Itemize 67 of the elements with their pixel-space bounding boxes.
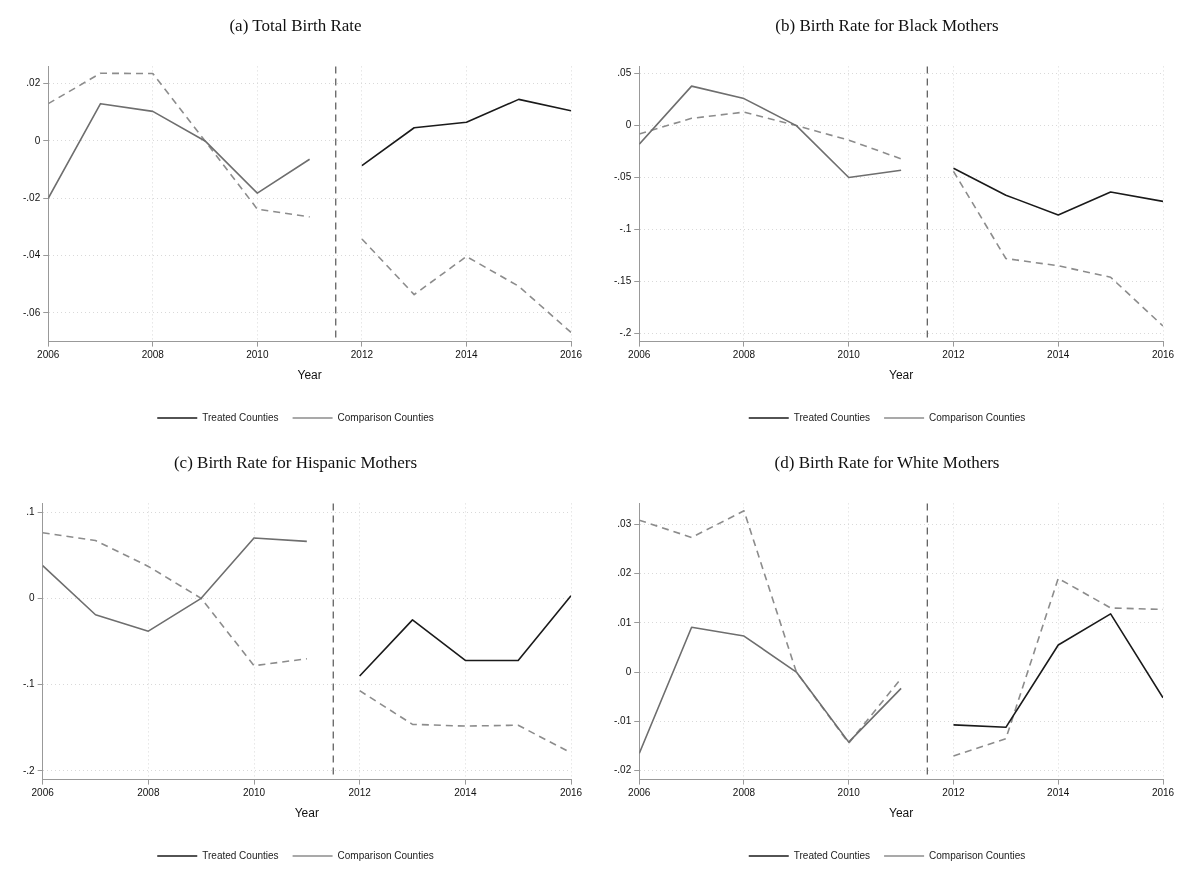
x-tick-label: 2016	[1151, 349, 1175, 361]
y-tick-label: -.2	[619, 327, 632, 339]
y-tick-label: .1	[26, 505, 36, 517]
x-tick-label: 2014	[454, 787, 477, 799]
x-tick-label: 2016	[559, 349, 583, 361]
legend-label: Treated Counties	[202, 411, 279, 423]
x-tick-label: 2006	[31, 787, 55, 799]
legend-label: Treated Counties	[202, 849, 279, 861]
x-tick-label: 2008	[141, 349, 165, 361]
legend-label: Comparison Counties	[337, 849, 434, 861]
x-tick-label: 2008	[732, 349, 756, 361]
line-series	[639, 111, 902, 160]
x-tick-label: 2006	[628, 349, 651, 361]
y-tick-label: 0	[34, 134, 41, 146]
chart-title: (c) Birth Rate for Hispanic Mothers	[173, 452, 418, 472]
y-tick-label: 0	[625, 665, 632, 677]
x-tick-label: 2016	[1151, 787, 1175, 799]
y-tick-label: -.04	[23, 249, 41, 261]
legend-label: Comparison Counties	[929, 849, 1026, 861]
y-tick-label: .02	[26, 77, 41, 89]
x-tick-label: 2012	[350, 349, 374, 361]
x-tick-label: 2006	[37, 349, 60, 361]
x-tick-label: 2016	[559, 787, 583, 799]
x-tick-label: 2006	[628, 787, 651, 799]
legend-label: Treated Counties	[793, 849, 871, 861]
y-tick-label: 0	[625, 119, 632, 131]
line-series	[952, 170, 1163, 327]
y-tick-label: -.1	[23, 678, 36, 690]
y-tick-label: .03	[617, 517, 632, 529]
line-series	[361, 238, 571, 334]
legend-label: Comparison Counties	[929, 411, 1026, 423]
y-tick-label: -.01	[614, 715, 632, 727]
x-tick-label: 2014	[455, 349, 479, 361]
x-tick-label: 2012	[348, 787, 372, 799]
x-tick-label: 2014	[1047, 349, 1070, 361]
x-tick-label: 2010	[246, 349, 269, 361]
chart-title: (b) Birth Rate for Black Mothers	[775, 15, 999, 35]
line-series	[639, 510, 902, 744]
chart-title: (a) Total Birth Rate	[229, 15, 362, 35]
x-tick-label: 2008	[732, 787, 756, 799]
x-axis-title: Year	[294, 806, 319, 821]
x-tick-label: 2008	[137, 787, 160, 799]
y-tick-label: -.02	[23, 192, 41, 204]
y-tick-label: -.02	[614, 764, 632, 776]
y-tick-label: 0	[29, 592, 36, 604]
x-axis-title: Year	[888, 368, 914, 383]
line-series	[42, 531, 308, 667]
x-tick-label: 2010	[837, 349, 861, 361]
y-tick-label: -.1	[619, 223, 632, 235]
y-tick-label: -.06	[23, 306, 41, 318]
x-axis-title: Year	[888, 806, 914, 821]
x-axis-title: Year	[297, 368, 322, 383]
y-tick-label: .05	[617, 67, 632, 79]
x-tick-label: 2012	[942, 787, 966, 799]
x-tick-label: 2010	[837, 787, 861, 799]
y-tick-label: .02	[617, 567, 632, 579]
y-tick-label: -.15	[614, 275, 632, 287]
line-series	[48, 72, 311, 218]
x-tick-label: 2010	[242, 787, 266, 799]
chart-title: (d) Birth Rate for White Mothers	[774, 452, 1000, 472]
x-tick-label: 2014	[1047, 787, 1070, 799]
x-tick-label: 2012	[942, 349, 966, 361]
y-tick-label: -.2	[23, 764, 36, 776]
legend-label: Comparison Counties	[337, 411, 434, 423]
y-tick-label: .01	[617, 616, 632, 628]
legend-label: Treated Counties	[793, 411, 871, 423]
y-tick-label: -.05	[614, 171, 632, 183]
